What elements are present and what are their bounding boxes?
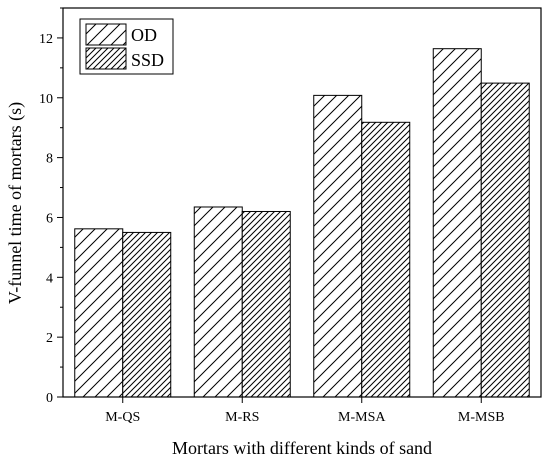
bar-ssd-m-msb — [480, 82, 530, 398]
axis-ticks: 0 2 4 6 8 10 12 M-QS M-RS M-MSA M-MSB — [39, 7, 505, 425]
bar-od-m-msa — [313, 94, 363, 398]
bars-layer — [74, 48, 530, 398]
bar-ssd-m-rs — [241, 210, 291, 398]
bar-ssd-m-msa — [361, 121, 411, 398]
x-tick-label: M-MSB — [458, 410, 505, 425]
bar-od-m-msb — [432, 48, 482, 398]
y-tick-label: 0 — [46, 391, 53, 406]
x-tick-label: M-QS — [105, 410, 140, 425]
y-tick-label: 8 — [46, 152, 53, 167]
bar-ssd-m-qs — [122, 231, 172, 398]
legend-swatch-ssd — [85, 47, 127, 70]
bar-od-m-qs — [74, 228, 124, 398]
y-tick-label: 6 — [46, 211, 53, 226]
y-tick-label: 4 — [46, 271, 53, 286]
x-tick-label: M-MSA — [338, 410, 386, 425]
legend-label-ssd: SSD — [131, 50, 164, 70]
legend-swatch-od — [85, 23, 127, 46]
x-tick-label: M-RS — [225, 410, 259, 425]
plot-frame — [62, 7, 542, 398]
legend: OD SSD — [79, 18, 174, 75]
bar-od-m-rs — [193, 206, 243, 398]
y-axis-title: V-funnel time of mortars (s) — [5, 102, 26, 304]
legend-label-od: OD — [131, 25, 157, 45]
x-axis-title: Mortars with different kinds of sand — [172, 438, 432, 458]
y-tick-label: 12 — [39, 32, 53, 47]
y-tick-label: 10 — [39, 92, 53, 107]
y-tick-label: 2 — [46, 331, 53, 346]
